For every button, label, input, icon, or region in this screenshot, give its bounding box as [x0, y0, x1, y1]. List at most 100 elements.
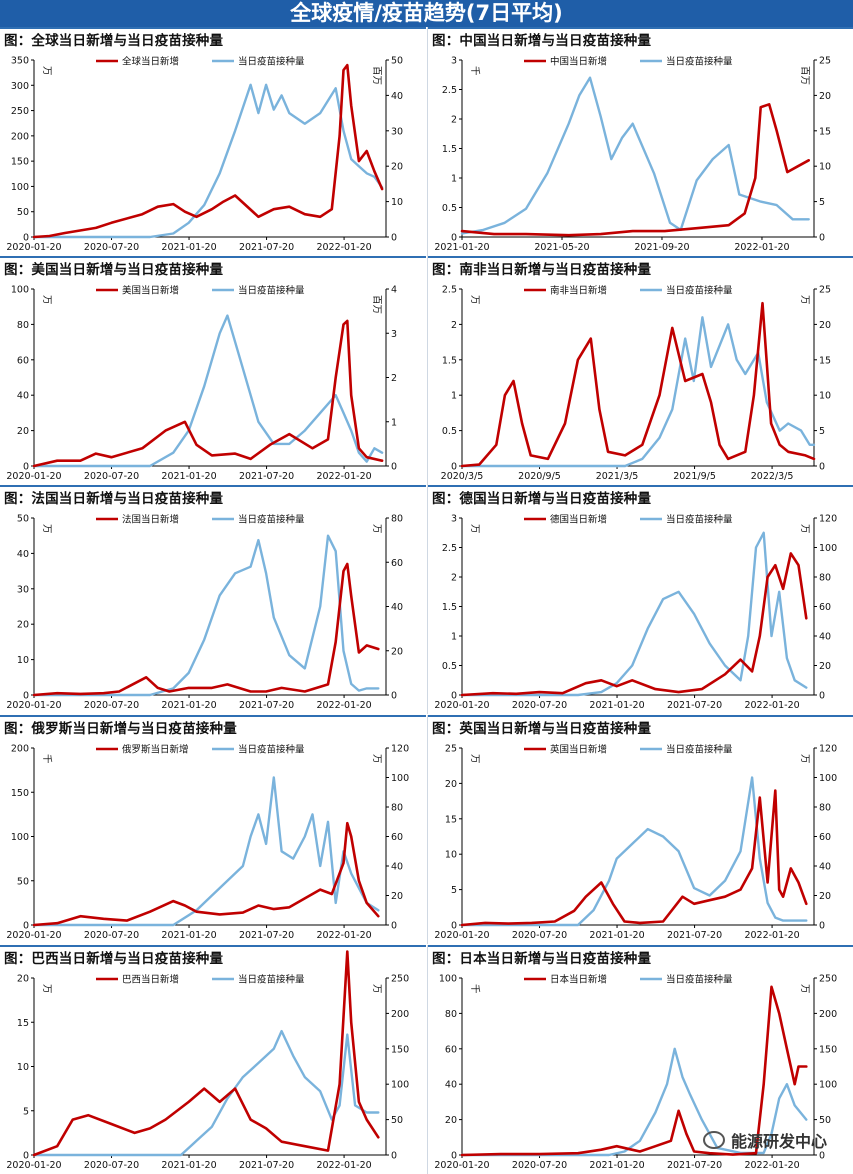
x-tick-label: 2022-01-20: [316, 700, 371, 711]
y-tick-label-right: 80: [819, 803, 831, 814]
y-tick-label-right: 60: [391, 558, 403, 569]
chart-title: 图：中国当日新增与当日疫苗接种量: [432, 33, 652, 49]
chart-svg: 0 0.5 1 1.5 2 2.5 3 0 5 10 15 20 25 2021-01-20 2021-05…: [434, 56, 831, 254]
series-line: [32, 776, 380, 927]
chart-svg: 0 0.5 1 1.5 2 2.5 0 5 10 15 20 25 2020/3/5 2020/9/5 20…: [441, 285, 831, 483]
y-tick-label-left: 10: [445, 850, 457, 861]
x-tick-label: 2020-01-20: [6, 930, 61, 941]
y-tick-label-right: 20: [819, 320, 831, 331]
x-tick-label: 2020/3/5: [441, 471, 484, 482]
y-tick-label-left: 1.5: [442, 602, 457, 613]
y-unit-right: 万: [799, 984, 810, 994]
y-tick-label-left: 0.5: [442, 426, 457, 437]
y-tick-label-right: 100: [819, 1080, 837, 1091]
y-tick-label-left: 2: [451, 320, 457, 331]
panel-divider: [428, 27, 853, 29]
x-tick-label: 2020-07-20: [512, 700, 567, 711]
series-line: [32, 83, 384, 239]
chart-panel-south-africa: 图：南非当日新增与当日疫苗接种量 0 0.5 1 1.5 2 2.5 0 5 10 15 20 25 2…: [427, 256, 853, 485]
chart-svg: 0 10 20 30 40 50 0 20 40 60 80 2020-01-20 2020-07-20…: [6, 514, 403, 712]
y-tick-label-left: 0: [451, 233, 457, 244]
y-tick-label-right: 5: [819, 426, 825, 437]
y-tick-label-left: 1.5: [442, 355, 457, 366]
y-tick-label-right: 40: [391, 91, 403, 102]
y-tick-label-left: 0: [451, 1151, 457, 1162]
legend-label-cases: 日本当日新增: [550, 974, 607, 986]
series-line: [460, 76, 810, 235]
y-tick-label-right: 20: [391, 646, 403, 657]
page-header: 全球疫情/疫苗趋势(7日平均): [0, 0, 853, 27]
y-tick-label-right: 0: [819, 691, 825, 702]
y-tick-label-left: 40: [17, 391, 29, 402]
y-tick-label-left: 2.5: [442, 285, 457, 296]
y-tick-label-left: 0: [451, 921, 457, 932]
y-tick-label-left: 50: [17, 514, 29, 525]
panel-divider: [428, 945, 853, 947]
y-tick-label-right: 150: [819, 1044, 837, 1055]
y-tick-label-left: 40: [445, 1080, 457, 1091]
chart-panel-uk: 图：英国当日新增与当日疫苗接种量 0 5 10 15 20 25 0 20 40 60 80 100 1…: [427, 715, 853, 944]
x-tick-label: 2021/3/5: [596, 471, 639, 482]
x-tick-label: 2021-07-20: [667, 700, 722, 711]
legend-label-vaccine: 当日疫苗接种量: [238, 744, 305, 756]
legend-label-vaccine: 当日疫苗接种量: [238, 56, 305, 68]
x-tick-label: 2022-01-20: [316, 930, 371, 941]
y-tick-label-right: 120: [819, 744, 837, 755]
legend-label-cases: 巴西当日新增: [122, 974, 179, 986]
y-tick-label-right: 15: [819, 126, 831, 137]
series-line: [32, 1029, 380, 1157]
x-tick-label: 2020-07-20: [84, 930, 139, 941]
legend-label-cases: 德国当日新增: [550, 514, 607, 526]
legend-label-vaccine: 当日疫苗接种量: [238, 285, 305, 297]
y-tick-label-right: 25: [819, 56, 831, 67]
y-tick-label-right: 0: [391, 233, 397, 244]
y-tick-label-right: 0: [819, 233, 825, 244]
y-unit-right: 百万: [371, 66, 382, 85]
y-tick-label-right: 5: [819, 197, 825, 208]
y-unit-right: 万: [799, 295, 810, 305]
chart-panel-china: 图：中国当日新增与当日疫苗接种量 0 0.5 1 1.5 2 2.5 3 0 5 10 15 20 25…: [427, 27, 853, 256]
x-tick-label: 2021-09-20: [634, 242, 689, 253]
y-tick-label-left: 2.5: [442, 85, 457, 96]
y-tick-label-left: 1: [451, 632, 457, 643]
legend-label-vaccine: 当日疫苗接种量: [666, 744, 733, 756]
y-tick-label-right: 50: [391, 56, 403, 67]
y-tick-label-left: 200: [11, 744, 29, 755]
y-tick-label-left: 0: [23, 462, 29, 473]
y-tick-label-right: 10: [391, 197, 403, 208]
y-tick-label-left: 250: [11, 106, 29, 117]
x-tick-label: 2021-07-20: [239, 700, 294, 711]
y-tick-label-right: 120: [819, 514, 837, 525]
x-tick-label: 2021-07-20: [239, 930, 294, 941]
y-tick-label-right: 30: [391, 126, 403, 137]
y-tick-label-left: 50: [17, 207, 29, 218]
y-tick-label-right: 100: [391, 1080, 409, 1091]
x-tick-label: 2021-01-20: [161, 242, 216, 253]
y-tick-label-right: 0: [391, 691, 397, 702]
x-tick-label: 2022-01-20: [744, 1160, 799, 1171]
chart-svg: 0 5 10 15 20 25 0 20 40 60 80 100 120 2020-01-20 2020-…: [434, 744, 837, 942]
chart-title: 图：英国当日新增与当日疫苗接种量: [432, 721, 652, 737]
y-tick-label-right: 2: [391, 373, 397, 384]
x-tick-label: 2020-07-20: [84, 1160, 139, 1171]
series-line: [460, 301, 816, 468]
x-tick-label: 2021-01-20: [161, 1160, 216, 1171]
y-tick-label-left: 3: [451, 56, 457, 67]
y-tick-label-right: 120: [391, 744, 409, 755]
legend-label-vaccine: 当日疫苗接种量: [238, 514, 305, 526]
panel-divider: [428, 715, 853, 717]
y-tick-label-left: 30: [17, 584, 29, 595]
y-tick-label-right: 200: [819, 1009, 837, 1020]
chart-panel-brazil: 图：巴西当日新增与当日疫苗接种量 0 5 10 15 20 0 50 100 150 200 250…: [0, 945, 426, 1174]
chart-svg: 0 20 40 60 80 100 0 1 2 3 4 2020-01-20 2020-07-20 202…: [6, 285, 397, 483]
x-tick-label: 2021-07-20: [667, 930, 722, 941]
y-tick-label-right: 60: [819, 602, 831, 613]
chart-title: 图：俄罗斯当日新增与当日疫苗接种量: [4, 721, 237, 737]
y-tick-label-right: 250: [819, 974, 837, 985]
series-line: [32, 63, 384, 239]
y-unit-right: 万: [371, 524, 382, 534]
panel-divider: [0, 945, 426, 947]
legend-label-vaccine: 当日疫苗接种量: [666, 514, 733, 526]
chart-panel-france: 图：法国当日新增与当日疫苗接种量 0 10 20 30 40 50 0 20 40 60 80 202…: [0, 485, 426, 714]
watermark-text: 能源研发中心: [730, 1132, 827, 1151]
